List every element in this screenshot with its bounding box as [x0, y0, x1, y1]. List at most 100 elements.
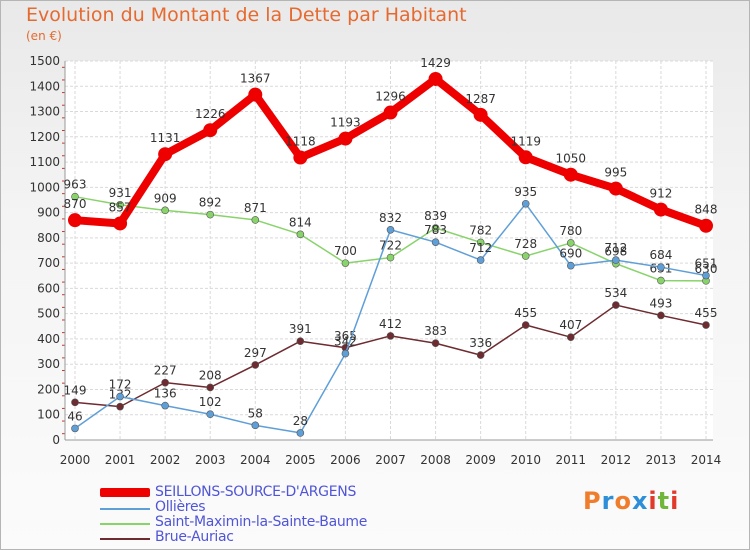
y-tick-label: 500	[37, 307, 60, 321]
legend-label: SEILLONS-SOURCE-D'ARGENS	[155, 484, 357, 500]
data-label: 832	[379, 211, 402, 225]
x-tick-label: 2013	[646, 453, 677, 467]
data-label: 102	[199, 395, 222, 409]
y-tick-label: 1500	[29, 54, 60, 68]
data-point	[657, 263, 665, 271]
chart-title: Evolution du Montant de la Dette par Hab…	[26, 4, 467, 26]
x-tick-label: 2012	[601, 453, 632, 467]
data-point	[657, 311, 665, 320]
data-label: 848	[695, 203, 718, 217]
logo-letter: t	[657, 487, 671, 515]
data-point	[566, 239, 575, 247]
data-point	[566, 333, 575, 341]
y-tick-label: 800	[37, 231, 60, 245]
x-tick-label: 2011	[556, 453, 587, 467]
legend-swatch	[100, 538, 150, 540]
data-point	[161, 401, 169, 410]
data-point	[702, 321, 710, 329]
data-point	[431, 339, 440, 348]
x-tick-label: 2005	[285, 453, 316, 467]
proxiti-logo: Proxiti	[583, 487, 679, 515]
data-label: 342	[334, 335, 357, 349]
data-point	[158, 147, 173, 162]
data-label: 172	[109, 378, 132, 392]
data-label: 857	[109, 200, 132, 214]
data-point	[248, 87, 263, 102]
y-tick-label: 600	[37, 281, 60, 295]
data-point	[113, 216, 128, 231]
data-label: 407	[559, 318, 582, 332]
data-point	[473, 107, 488, 122]
data-point	[431, 238, 440, 246]
y-tick-label: 1200	[29, 130, 60, 144]
data-label: 690	[559, 247, 582, 261]
data-label: 455	[695, 306, 718, 320]
data-label: 455	[514, 306, 537, 320]
y-tick-label: 400	[37, 332, 60, 346]
data-point	[341, 349, 350, 358]
data-point	[338, 131, 353, 146]
y-tick-label: 1300	[29, 105, 60, 119]
data-label: 630	[695, 262, 718, 276]
data-label: 1226	[195, 107, 226, 121]
data-label: 336	[469, 336, 492, 350]
data-point	[251, 216, 260, 224]
legend-swatch	[100, 488, 150, 497]
legend-label: Saint-Maximin-la-Sainte-Baume	[155, 514, 368, 530]
data-label: 783	[424, 223, 447, 237]
data-label: 712	[469, 241, 492, 255]
unit-label: (en €)	[26, 29, 62, 43]
data-point	[161, 378, 169, 387]
logo-letter: i	[648, 487, 658, 515]
x-tick-label: 2000	[60, 453, 91, 467]
data-label: 931	[109, 186, 132, 200]
data-label: 297	[244, 346, 267, 360]
data-point	[612, 256, 620, 264]
y-tick-label: 100	[37, 408, 60, 422]
data-point	[116, 392, 124, 401]
data-label: 684	[649, 248, 672, 262]
data-point	[251, 421, 260, 430]
data-point	[476, 256, 485, 264]
logo-letter: o	[614, 487, 632, 515]
data-point	[383, 105, 398, 120]
x-tick-label: 2010	[510, 453, 541, 467]
x-tick-label: 2003	[195, 453, 226, 467]
data-label: 814	[289, 215, 312, 229]
data-label: 912	[649, 187, 672, 201]
data-point	[386, 225, 395, 234]
data-label: 58	[248, 406, 263, 420]
data-label: 1287	[465, 92, 496, 106]
data-label: 391	[289, 322, 312, 336]
x-tick-label: 2002	[150, 453, 181, 467]
y-tick-label: 1400	[29, 79, 60, 93]
data-label: 28	[293, 414, 308, 428]
y-tick-label: 300	[37, 357, 60, 371]
data-label: 1050	[556, 152, 587, 166]
data-point	[428, 71, 443, 86]
y-tick-label: 900	[37, 206, 60, 220]
data-point	[296, 429, 305, 437]
x-tick-label: 2008	[420, 453, 451, 467]
x-tick-label: 2004	[240, 453, 271, 467]
x-tick-label: 2001	[105, 453, 136, 467]
data-label: 839	[424, 209, 447, 223]
data-point	[341, 259, 350, 267]
data-point	[296, 337, 305, 346]
plot-area	[65, 61, 713, 440]
data-point	[608, 181, 623, 196]
data-point	[431, 224, 440, 232]
data-point	[566, 261, 575, 270]
data-label: 149	[64, 383, 87, 397]
data-point	[612, 301, 620, 309]
data-label: 963	[64, 178, 87, 192]
data-point	[68, 213, 82, 228]
data-point	[206, 410, 215, 419]
data-point	[71, 424, 79, 433]
data-label: 892	[199, 196, 222, 210]
y-tick-label: 1100	[29, 155, 60, 169]
data-point	[476, 351, 485, 359]
data-label: 227	[154, 364, 177, 378]
y-tick-label: 0	[52, 433, 60, 447]
